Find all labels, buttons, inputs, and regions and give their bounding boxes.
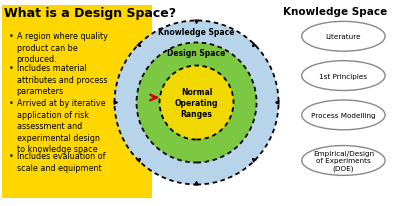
Text: Includes evaluation of
scale and equipment: Includes evaluation of scale and equipme… [17, 151, 105, 172]
Text: Process Modelling: Process Modelling [311, 112, 376, 118]
Ellipse shape [114, 21, 279, 185]
Ellipse shape [302, 101, 385, 130]
Ellipse shape [302, 146, 385, 176]
Text: Arrived at by iterative
application of risk
assessment and
experimental design
t: Arrived at by iterative application of r… [17, 99, 105, 153]
Text: Knowledge Space: Knowledge Space [158, 28, 235, 37]
Text: •: • [9, 64, 13, 73]
Text: Knowledge Space: Knowledge Space [283, 7, 387, 17]
Text: Includes material
attributes and process
parameters: Includes material attributes and process… [17, 64, 107, 96]
Text: 1st Principles: 1st Principles [319, 73, 368, 79]
Text: •: • [9, 32, 13, 41]
Text: What is a Design Space?: What is a Design Space? [4, 7, 176, 20]
Bar [2, 6, 152, 198]
Text: Design Space: Design Space [167, 49, 226, 58]
Ellipse shape [302, 61, 385, 91]
Text: A region where quality
product can be
produced.: A region where quality product can be pr… [17, 32, 108, 64]
Text: •: • [9, 99, 13, 108]
Text: Normal
Operating
Ranges: Normal Operating Ranges [175, 88, 218, 118]
Ellipse shape [137, 43, 256, 163]
Ellipse shape [302, 22, 385, 52]
Ellipse shape [160, 66, 233, 140]
Text: Empirical/Design
of Experiments
(DOE): Empirical/Design of Experiments (DOE) [313, 150, 374, 171]
Text: Literature: Literature [326, 34, 361, 40]
Text: •: • [9, 151, 13, 160]
